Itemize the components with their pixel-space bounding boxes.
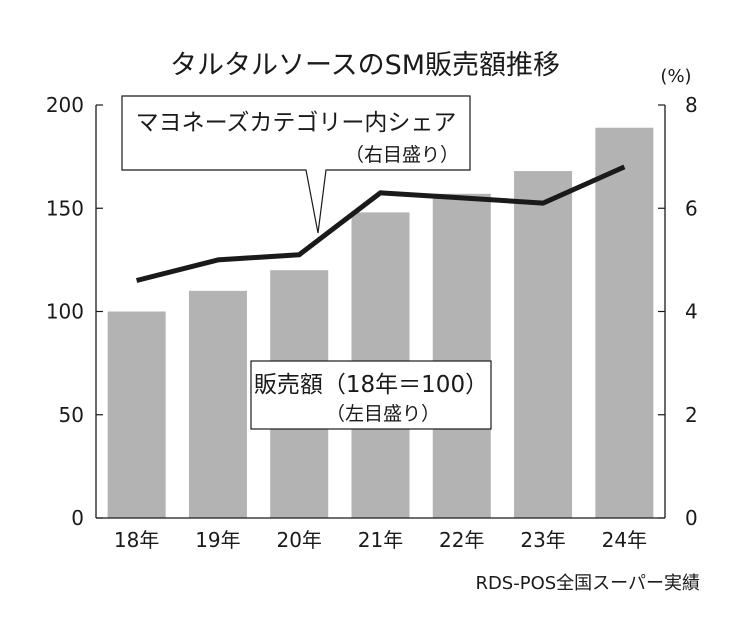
left-tick-label-4: 200 bbox=[46, 93, 84, 117]
right-tick-label-3: 6 bbox=[685, 196, 698, 220]
bar-4 bbox=[433, 194, 491, 518]
sales-series-label: 販売額（18年＝100） bbox=[254, 372, 488, 398]
bar-6 bbox=[595, 128, 653, 518]
category-label-5: 23年 bbox=[520, 528, 565, 552]
sales-series-note: （左目盛り） bbox=[326, 403, 440, 425]
right-axis-unit: (%) bbox=[660, 66, 691, 87]
right-tick-label-1: 2 bbox=[685, 403, 698, 427]
right-tick-label-4: 8 bbox=[685, 93, 698, 117]
left-tick-label-1: 50 bbox=[59, 403, 84, 427]
bar-0 bbox=[108, 312, 166, 519]
category-label-1: 19年 bbox=[195, 528, 240, 552]
share-annotation: マヨネーズカテゴリー内シェア （右目盛り） bbox=[122, 96, 470, 233]
right-tick-label-0: 0 bbox=[685, 506, 698, 530]
category-label-2: 20年 bbox=[276, 528, 321, 552]
bar-5 bbox=[514, 171, 572, 518]
share-series-note: （右目盛り） bbox=[345, 144, 459, 166]
share-series-label: マヨネーズカテゴリー内シェア bbox=[136, 110, 457, 136]
category-label-3: 21年 bbox=[358, 528, 403, 552]
bar-1 bbox=[189, 291, 247, 518]
source-note: RDS-POS全国スーパー実績 bbox=[475, 573, 700, 594]
right-tick-label-2: 4 bbox=[685, 300, 698, 324]
sales-annotation: 販売額（18年＝100） （左目盛り） bbox=[251, 361, 491, 429]
left-tick-label-3: 150 bbox=[46, 196, 84, 220]
chart-title: タルタルソースのSM販売額推移 bbox=[170, 50, 560, 81]
left-tick-label-2: 100 bbox=[46, 300, 84, 324]
category-label-0: 18年 bbox=[114, 528, 159, 552]
left-tick-label-0: 0 bbox=[71, 506, 84, 530]
category-label-4: 22年 bbox=[439, 528, 484, 552]
category-label-6: 24年 bbox=[602, 528, 647, 552]
